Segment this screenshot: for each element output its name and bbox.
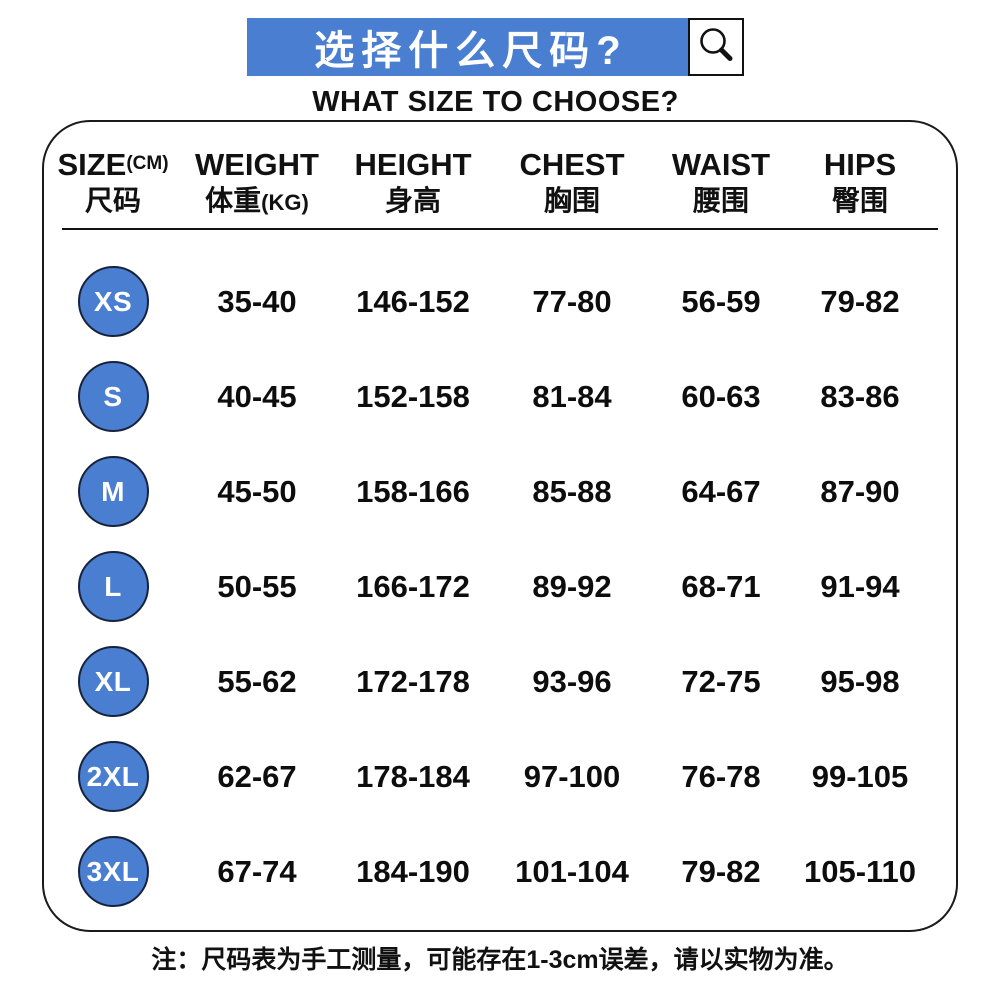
column-header-chest: CHEST 胸围 (494, 147, 650, 219)
height-value: 152-158 (356, 378, 470, 414)
weight-value: 67-74 (217, 853, 297, 889)
column-height-en: HEIGHT (354, 146, 472, 182)
size-badge-xl: XL (77, 646, 149, 717)
weight-value: 62-67 (217, 758, 297, 794)
column-header-height: HEIGHT 身高 (332, 147, 494, 219)
height-value: 158-166 (356, 473, 470, 509)
page-title: 选择什么尺码? (314, 29, 628, 73)
page-subtitle: WHAT SIZE TO CHOOSE? (312, 86, 679, 118)
chest-value: 93-96 (532, 663, 612, 699)
chest-value: 81-84 (532, 378, 612, 414)
title-banner-group: 选择什么尺码? (247, 18, 744, 76)
waist-value: 56-59 (681, 283, 761, 319)
column-hips-zh: 臀围 (831, 184, 888, 216)
hips-value: 79-82 (820, 283, 900, 319)
height-value: 146-152 (356, 283, 470, 319)
size-badge-xs: XS (77, 266, 149, 337)
column-size-en: SIZE (57, 146, 127, 182)
measurement-note: 注：尺码表为手工测量，可能存在1-3cm误差，请以实物为准。 (151, 946, 849, 974)
height-value: 178-184 (356, 758, 470, 794)
waist-value: 76-78 (681, 758, 761, 794)
column-hips-en: HIPS (823, 146, 897, 182)
table-row-l: L 50-55 166-172 89-92 68-71 91-94 (44, 539, 956, 634)
column-header-weight: WEIGHT 体重(KG) (182, 147, 332, 219)
column-header-size: SIZE(CM) 尺码 (44, 147, 182, 219)
column-header-hips: HIPS 臀围 (792, 147, 928, 219)
size-badge-3xl: 3XL (77, 836, 149, 907)
table-row-m: M 45-50 158-166 85-88 64-67 87-90 (44, 444, 956, 539)
weight-value: 55-62 (217, 663, 297, 699)
column-size-zh: 尺码 (84, 184, 141, 216)
size-badge-s: S (77, 361, 149, 432)
height-value: 166-172 (356, 568, 470, 604)
table-row-3xl: 3XL 67-74 184-190 101-104 79-82 105-110 (44, 824, 956, 919)
table-row-xl: XL 55-62 172-178 93-96 72-75 95-98 (44, 634, 956, 729)
size-badge-m: M (77, 456, 149, 527)
size-badge-l: L (77, 551, 149, 622)
weight-value: 40-45 (217, 378, 297, 414)
hips-value: 91-94 (820, 568, 900, 604)
table-row-s: S 40-45 152-158 81-84 60-63 83-86 (44, 349, 956, 444)
column-weight-zh: 体重 (205, 184, 262, 216)
chest-value: 97-100 (523, 758, 621, 794)
column-chest-en: CHEST (519, 146, 625, 182)
table-header-row: SIZE(CM) 尺码 WEIGHT 体重(KG) HEIGHT 身高 CHES… (44, 122, 956, 228)
table-body: XS 35-40 146-152 77-80 56-59 79-82 S 40-… (44, 230, 956, 930)
chest-value: 77-80 (532, 283, 612, 319)
waist-value: 79-82 (681, 853, 761, 889)
chest-value: 101-104 (515, 853, 629, 889)
chest-value: 89-92 (532, 568, 612, 604)
column-chest-zh: 胸围 (543, 184, 600, 216)
column-weight-unit: (KG) (261, 189, 309, 215)
weight-value: 35-40 (217, 283, 297, 319)
column-height-zh: 身高 (384, 184, 441, 216)
hips-value: 83-86 (820, 378, 900, 414)
waist-value: 60-63 (681, 378, 761, 414)
waist-value: 68-71 (681, 568, 761, 604)
hips-value: 99-105 (811, 758, 909, 794)
column-header-waist: WAIST 腰围 (650, 147, 792, 219)
table-row-xs: XS 35-40 146-152 77-80 56-59 79-82 (44, 254, 956, 349)
size-table: SIZE(CM) 尺码 WEIGHT 体重(KG) HEIGHT 身高 CHES… (42, 120, 958, 932)
header-divider (62, 228, 938, 230)
height-value: 172-178 (356, 663, 470, 699)
hips-value: 95-98 (820, 663, 900, 699)
waist-value: 64-67 (681, 473, 761, 509)
hips-value: 105-110 (803, 853, 917, 889)
magnifier-box (688, 18, 744, 76)
weight-value: 45-50 (217, 473, 297, 509)
hips-value: 87-90 (820, 473, 900, 509)
table-row-2xl: 2XL 62-67 178-184 97-100 76-78 99-105 (44, 729, 956, 824)
waist-value: 72-75 (681, 663, 761, 699)
column-size-unit: (CM) (126, 152, 169, 174)
size-badge-2xl: 2XL (77, 741, 149, 812)
chest-value: 85-88 (532, 473, 612, 509)
column-waist-en: WAIST (671, 146, 771, 182)
column-waist-zh: 腰围 (692, 184, 749, 216)
magnifier-icon (695, 24, 737, 71)
weight-value: 50-55 (217, 568, 297, 604)
column-weight-en: WEIGHT (195, 146, 319, 182)
title-banner: 选择什么尺码? (247, 18, 688, 76)
height-value: 184-190 (356, 853, 470, 889)
